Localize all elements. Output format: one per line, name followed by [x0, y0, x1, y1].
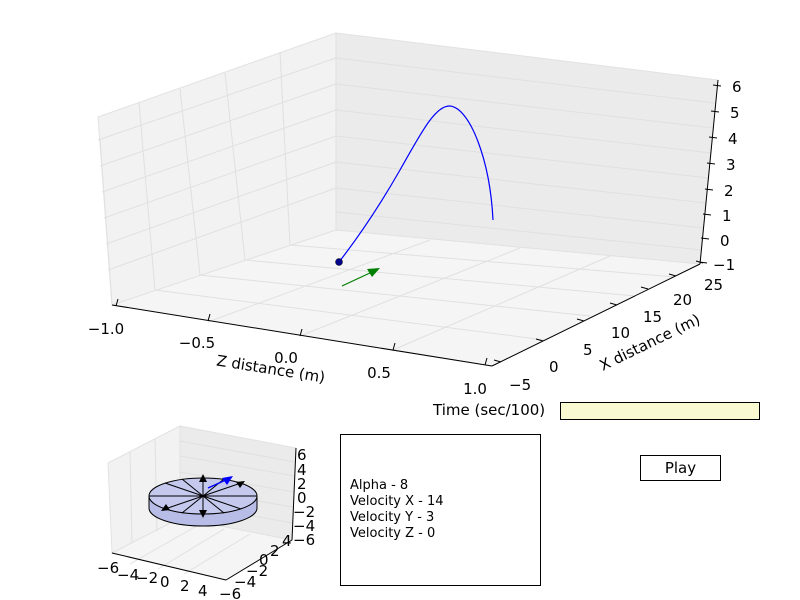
x-tick-1: 1.0	[463, 380, 487, 398]
z-axis-line	[699, 79, 719, 265]
small-x-tick-4: 2	[180, 577, 190, 595]
small-z-axis-line	[291, 447, 297, 541]
y-tick-0: 0	[549, 358, 559, 376]
small-x-tick-0: −6	[97, 559, 119, 577]
z-tick-5: 5	[730, 104, 740, 122]
y-tick-20: 20	[673, 291, 692, 309]
y-tick-neg5: −5	[509, 376, 531, 394]
small-x-tick-3: 0	[160, 573, 170, 591]
small-z-tick-3: 0	[297, 489, 307, 507]
y-tick-25: 25	[704, 276, 723, 294]
start-point-marker	[335, 258, 343, 266]
small-y-tick-5: 4	[282, 532, 292, 550]
velocity-y-readout: Velocity Y - 3	[350, 510, 435, 525]
info-panel: Alpha - 8 Velocity X - 14 Velocity Y - 3…	[340, 434, 541, 586]
grid-lines	[97, 33, 716, 351]
y-tick-labels: −5 0 5 10 15 20 25	[509, 276, 723, 394]
x-tick-neg05: −0.5	[179, 334, 215, 352]
x-tick-neg1: −1.0	[88, 320, 124, 338]
alpha-readout: Alpha - 8	[350, 478, 409, 493]
main-3d-plot[interactable]: 6 5 4 3 2 1 0 −1 −1.0 −0.5 0.0 0.5 1.0 −…	[0, 0, 800, 400]
small-x-tick-5: 4	[198, 582, 208, 600]
z-distance-axis-label: Z distance (m)	[215, 352, 326, 387]
z-tick-labels: 6 5 4 3 2 1 0 −1	[713, 78, 742, 274]
x-tick-labels: −1.0 −0.5 0.0 0.5 1.0	[88, 320, 487, 398]
y-axis-line	[491, 263, 701, 367]
small-x-tick-1: −4	[117, 566, 139, 584]
small-z-tick-0: 6	[297, 446, 307, 464]
small-z-tick-4: −2	[293, 503, 315, 521]
back-pane	[335, 32, 719, 265]
velocity-arrow	[341, 268, 380, 287]
small-y-axis-line	[225, 539, 293, 581]
x-axis-line	[111, 304, 493, 367]
small-x-tick-labels: −6 −4 −2 0 2 4	[97, 559, 208, 600]
z-tick-1: 1	[722, 207, 732, 225]
z-tick-4: 4	[728, 130, 738, 148]
trajectory-curve	[338, 105, 494, 263]
small-z-tick-labels: 6 4 2 0 −2 −4 −6	[293, 446, 315, 549]
y-tick-15: 15	[643, 308, 662, 326]
z-tick-6: 6	[732, 78, 742, 96]
small-y-tick-3: 0	[259, 551, 269, 569]
time-slider-label: Time (sec/100)	[433, 401, 546, 419]
small-z-tick-5: −4	[293, 517, 315, 535]
small-z-tick-1: 4	[297, 461, 307, 479]
z-tick-minus1: −1	[713, 256, 735, 274]
rotating-disc	[148, 474, 258, 527]
small-y-tick-4: 2	[270, 542, 280, 560]
small-y-tick-1: −4	[234, 573, 256, 591]
play-button[interactable]: Play	[640, 455, 721, 481]
tick-marks	[115, 84, 722, 366]
z-tick-0: 0	[720, 232, 730, 250]
velocity-x-readout: Velocity X - 14	[350, 494, 444, 509]
velocity-z-readout: Velocity Z - 0	[350, 526, 436, 541]
x-tick-05: 0.5	[367, 364, 391, 382]
small-velocity-arrow	[207, 476, 233, 489]
small-x-tick-2: −2	[136, 569, 158, 587]
small-y-tick-0: −6	[219, 585, 241, 600]
x-tick-0: 0.0	[274, 349, 298, 367]
small-3d-plot[interactable]: 6 4 2 0 −2 −4 −6 −6 −4 −2 0 2 4 −6 −4 −2…	[95, 420, 340, 600]
y-tick-5: 5	[583, 341, 593, 359]
small-y-tick-labels: −6 −4 −2 0 2 4	[219, 532, 292, 600]
small-y-tick-2: −2	[246, 562, 268, 580]
z-tick-3: 3	[726, 156, 736, 174]
small-z-tick-2: 2	[297, 475, 307, 493]
y-tick-10: 10	[611, 324, 630, 342]
info-lines: Alpha - 8 Velocity X - 14 Velocity Y - 3…	[350, 478, 444, 542]
time-slider[interactable]	[560, 402, 760, 420]
small-x-axis-line	[111, 552, 227, 581]
z-tick-2: 2	[724, 182, 734, 200]
small-z-tick-6: −6	[293, 531, 315, 549]
